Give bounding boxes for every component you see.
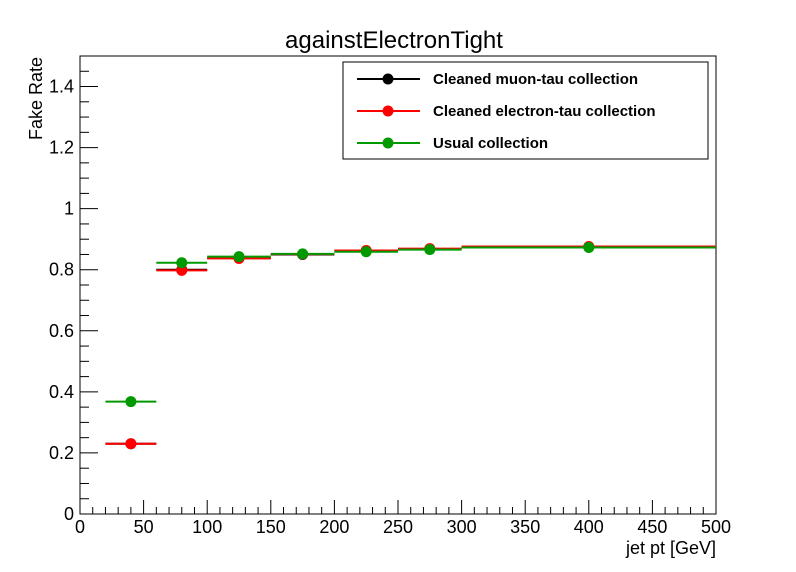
y-axis: 0 0.2 0.4 0.6 0.8 1 1.2 1.4: [49, 55, 98, 524]
y-tick-label: 0.4: [49, 382, 74, 402]
y-axis-label: Fake Rate: [26, 57, 46, 140]
x-tick-label: 0: [75, 517, 85, 537]
data-point: [125, 438, 137, 450]
x-axis: 0 50 100 150 200 250 300 350 400 450 500: [75, 500, 731, 537]
chart-title: againstElectronTight: [285, 27, 503, 54]
legend-label: Cleaned muon-tau collection: [433, 71, 638, 88]
legend-marker: [382, 105, 394, 117]
y-tick-label: 0.6: [49, 321, 74, 341]
legend-marker: [382, 137, 394, 149]
data-point: [176, 257, 188, 269]
legend-label: Usual collection: [433, 135, 548, 152]
data-point: [233, 251, 245, 263]
x-tick-label: 350: [510, 517, 540, 537]
y-tick-label: 1.2: [49, 138, 74, 158]
series-layer: [105, 241, 716, 450]
series: [105, 241, 716, 408]
x-axis-label: jet pt [GeV]: [625, 538, 716, 558]
legend-label: Cleaned electron-tau collection: [433, 103, 656, 120]
x-tick-label: 400: [574, 517, 604, 537]
y-tick-label: 1: [64, 199, 74, 219]
legend: Cleaned muon-tau collection Cleaned elect…: [342, 61, 709, 160]
x-tick-label: 50: [134, 517, 154, 537]
legend-marker: [382, 73, 394, 85]
y-tick-label: 0: [64, 504, 74, 524]
data-point: [583, 241, 595, 253]
x-tick-label: 300: [447, 517, 477, 537]
data-point: [125, 396, 137, 408]
data-point: [360, 246, 372, 258]
x-tick-label: 200: [319, 517, 349, 537]
data-point: [424, 244, 436, 256]
x-tick-label: 150: [256, 517, 286, 537]
y-tick-label: 0.8: [49, 260, 74, 280]
y-tick-label: 1.4: [49, 77, 74, 97]
x-tick-label: 100: [192, 517, 222, 537]
data-point: [297, 248, 309, 260]
data-point: [176, 264, 188, 276]
x-tick-label: 500: [701, 517, 731, 537]
x-tick-label: 250: [383, 517, 413, 537]
y-tick-label: 0.2: [49, 443, 74, 463]
x-tick-label: 450: [637, 517, 667, 537]
